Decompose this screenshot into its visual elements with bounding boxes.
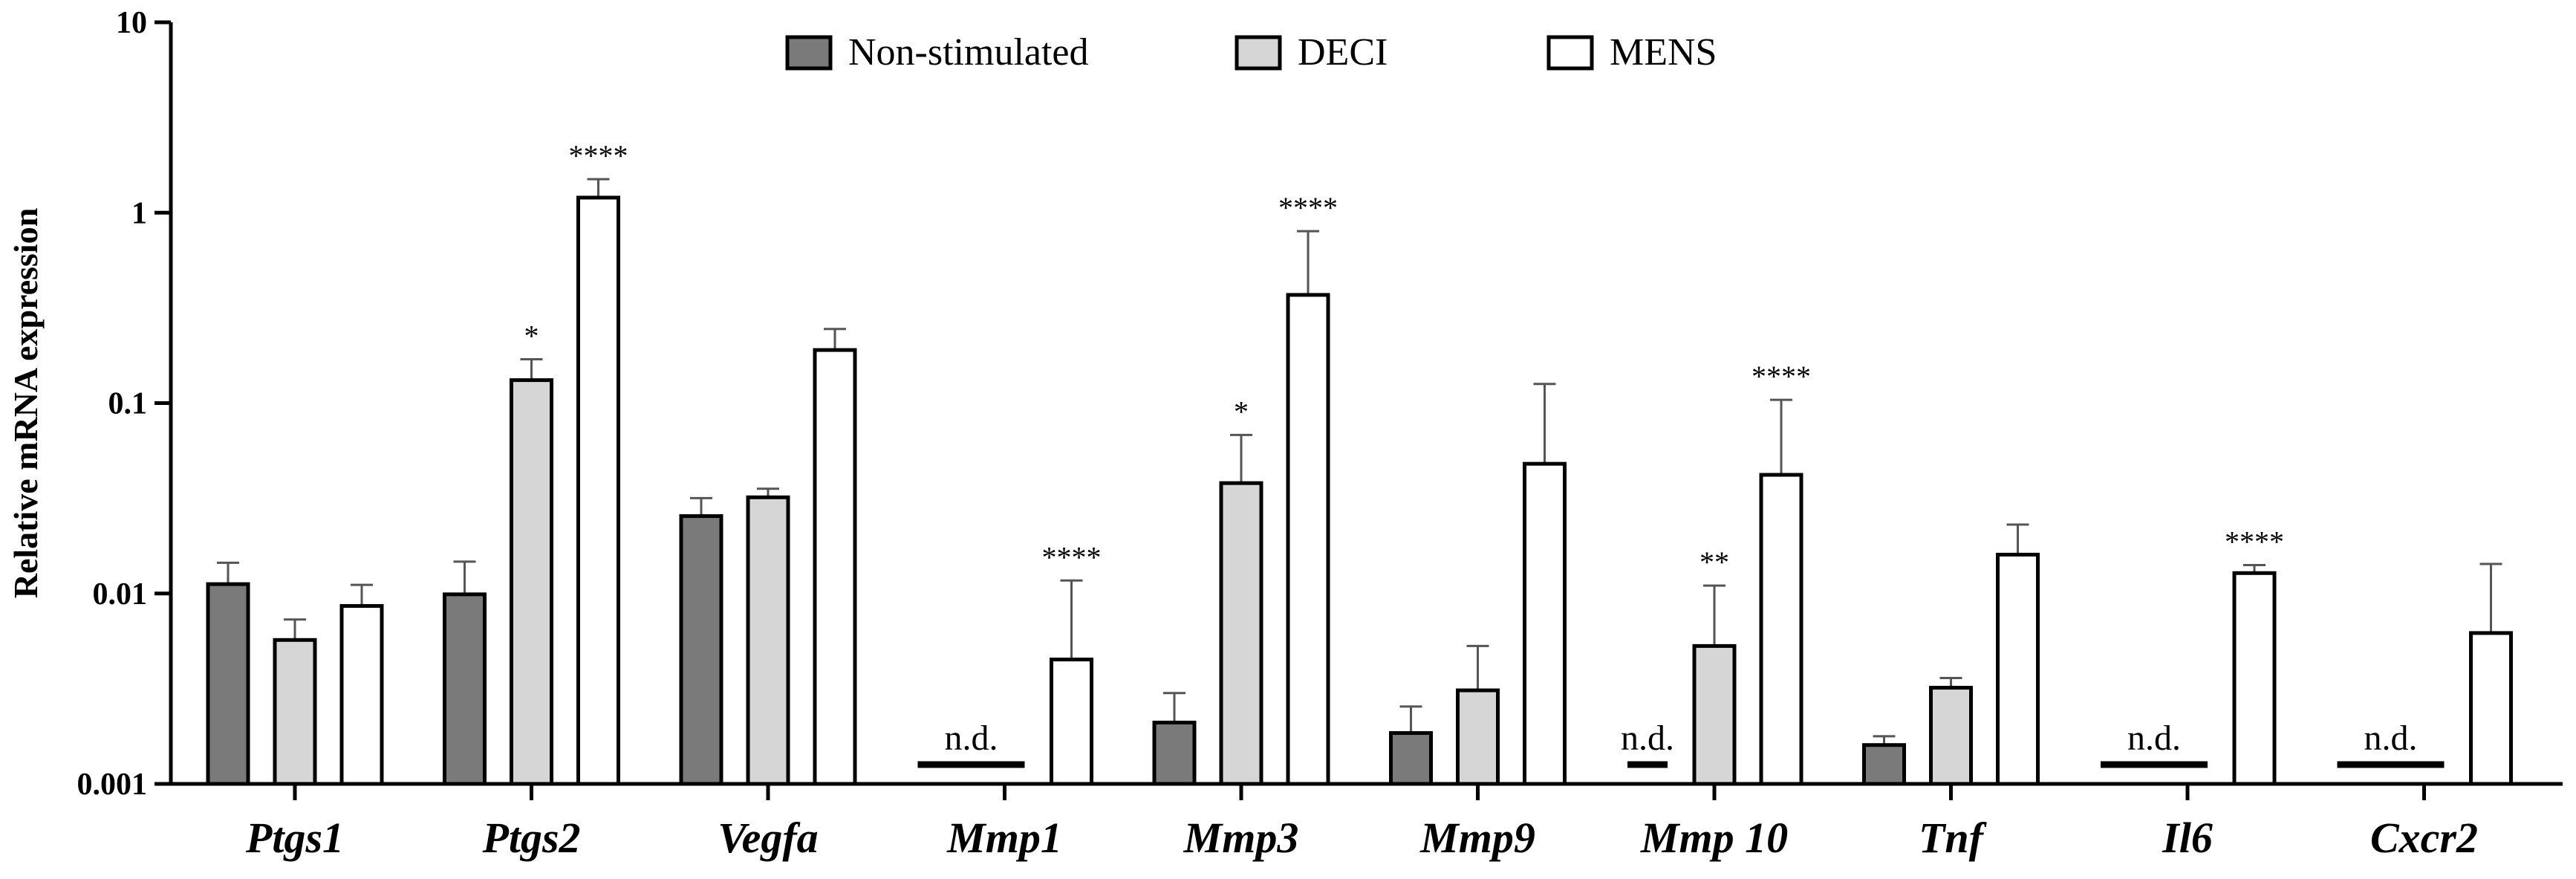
bar xyxy=(443,592,487,786)
bar xyxy=(746,495,790,786)
y-axis-label: Relative mRNA expression xyxy=(7,208,45,599)
category-label: Il6 xyxy=(2162,814,2213,862)
bar xyxy=(339,604,384,786)
y-tick-label: 0.1 xyxy=(108,387,148,421)
category-label: Vegfa xyxy=(718,814,818,862)
nd-label: n.d. xyxy=(945,719,998,758)
category-label: Ptgs2 xyxy=(481,814,580,862)
nd-label: n.d. xyxy=(1621,719,1674,758)
legend-swatch xyxy=(785,35,833,71)
bar xyxy=(206,582,250,786)
bar xyxy=(2232,571,2277,786)
significance-label: **** xyxy=(1278,191,1338,224)
bar xyxy=(1152,720,1197,786)
bar xyxy=(273,638,317,786)
legend-label: DECI xyxy=(1298,31,1388,74)
significance-label: ** xyxy=(1700,545,1729,579)
nd-label: n.d. xyxy=(2127,719,2181,758)
significance-label: * xyxy=(1234,395,1249,428)
significance-label: **** xyxy=(569,139,628,172)
bar xyxy=(679,514,723,786)
bar xyxy=(1219,481,1263,786)
category-label: Ptgs1 xyxy=(245,814,344,862)
y-tick-label: 10 xyxy=(116,6,147,40)
nd-label: n.d. xyxy=(2364,719,2418,758)
bar xyxy=(1286,293,1330,786)
y-tick-label: 1 xyxy=(131,196,147,230)
bar xyxy=(576,195,620,786)
y-tick-label: 0.001 xyxy=(77,768,148,802)
significance-label: **** xyxy=(1752,360,1811,393)
legend-label: MENS xyxy=(1610,31,1717,74)
bar xyxy=(813,348,857,786)
category-label: Mmp 10 xyxy=(1640,814,1788,862)
significance-label: **** xyxy=(1042,540,1102,574)
category-label: Tnf xyxy=(1919,814,1988,862)
category-label: Mmp3 xyxy=(1183,814,1299,862)
bar xyxy=(1996,552,2040,786)
legend-label: Non-stimulated xyxy=(848,31,1089,74)
category-label: Cxcr2 xyxy=(2370,814,2478,862)
category-label: Mmp1 xyxy=(946,814,1062,862)
bar xyxy=(1523,461,1567,786)
significance-label: * xyxy=(524,319,539,352)
bar xyxy=(1389,731,1433,786)
bar xyxy=(1759,473,1803,786)
bar xyxy=(1929,686,1973,786)
bar xyxy=(510,378,553,786)
y-tick-label: 0.01 xyxy=(93,577,148,612)
bar xyxy=(2469,631,2513,786)
significance-label: **** xyxy=(2225,525,2284,559)
bar xyxy=(1456,688,1500,786)
legend-swatch xyxy=(1235,35,1282,71)
bar xyxy=(1862,743,1906,786)
legend-swatch xyxy=(1546,35,1594,71)
category-label: Mmp9 xyxy=(1419,814,1535,862)
bar xyxy=(1050,658,1093,786)
bar xyxy=(1692,643,1737,786)
